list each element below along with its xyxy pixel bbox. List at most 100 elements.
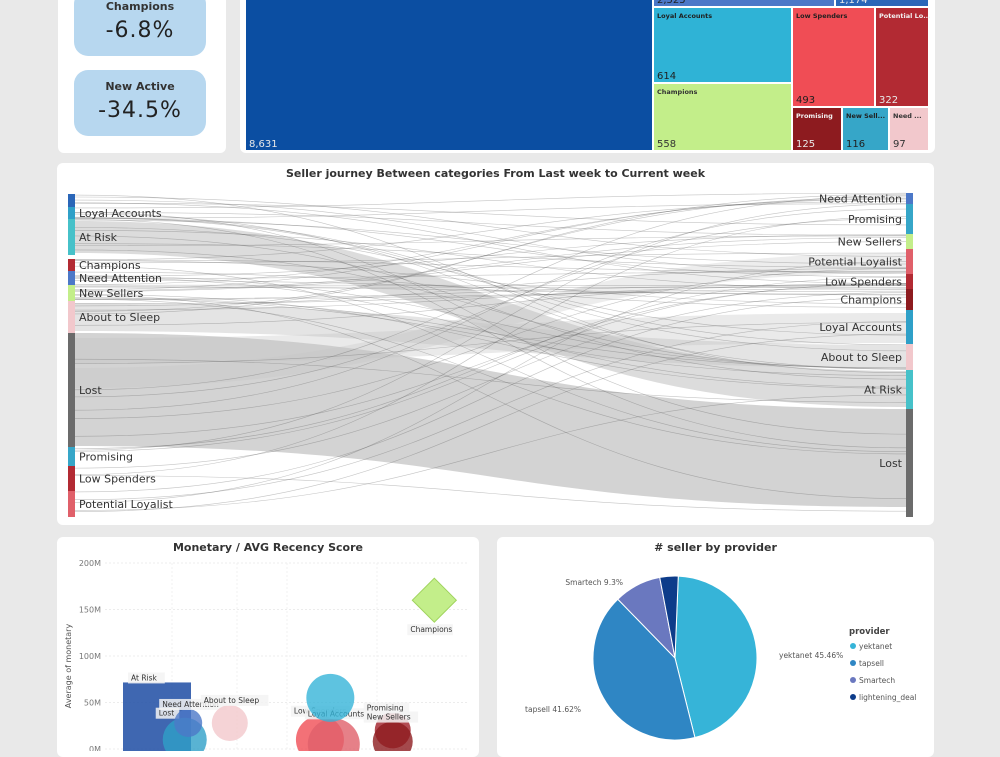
sankey-target-node[interactable]: [906, 193, 913, 204]
treemap-tile-value: 1,174: [839, 0, 868, 6]
sankey-source-node[interactable]: [68, 194, 75, 207]
legend-swatch: [850, 660, 856, 666]
sankey-target-node[interactable]: [906, 274, 913, 289]
treemap-tile-label: New Sell...: [846, 112, 885, 120]
scatter-point-label: Champions: [410, 625, 452, 634]
treemap-tile-value: 614: [657, 71, 676, 82]
sankey-source-node[interactable]: [68, 491, 75, 517]
sankey-target-label: Champions: [840, 294, 902, 307]
sankey-source-node[interactable]: [68, 259, 75, 271]
treemap-tile-value: 125: [796, 139, 815, 150]
treemap-tile-value: 322: [879, 95, 898, 106]
treemap-tile-value: 8,631: [249, 139, 278, 150]
sankey-source-label: Need Attention: [79, 272, 162, 285]
legend-item: lightening_deal: [859, 693, 916, 702]
treemap-tile-label: Loyal Accounts: [657, 12, 712, 20]
treemap-tile[interactable]: 8,631: [246, 0, 652, 150]
treemap-tile[interactable]: 1,174: [836, 0, 928, 6]
treemap-tile-label: Champions: [657, 88, 698, 96]
sankey-source-node[interactable]: [68, 271, 75, 285]
scatter-point[interactable]: [412, 578, 456, 622]
treemap-tile[interactable]: 2,525: [654, 0, 834, 6]
sankey-target-node[interactable]: [906, 370, 913, 409]
sankey-source-node[interactable]: [68, 466, 75, 491]
kpi-card-champions[interactable]: Champions -6.8%: [74, 0, 206, 56]
treemap-tile[interactable]: Champions 558: [654, 84, 791, 150]
treemap-panel: 8,631 2,525 1,174 Loyal Accounts 614 Low Spen…: [240, 0, 935, 153]
y-tick-label: 100M: [79, 652, 101, 661]
sankey-target-node[interactable]: [906, 310, 913, 344]
scatter-point[interactable]: [212, 705, 248, 741]
treemap-tile-value: 116: [846, 139, 865, 150]
sankey-target-node[interactable]: [906, 204, 913, 234]
kpi-value: -34.5%: [74, 98, 206, 123]
treemap-tile-label: Potential Lo...: [879, 12, 931, 20]
scatter-point-label: New Sellers: [367, 713, 411, 722]
treemap-tile-label: Need ...: [893, 112, 922, 120]
sankey-source-label: At Risk: [79, 231, 118, 244]
sankey-target-node[interactable]: [906, 409, 913, 517]
pie-slice-label: yektanet 45.46%: [779, 651, 843, 660]
sankey-source-node[interactable]: [68, 285, 75, 301]
scatter-point-label: At Risk: [131, 673, 158, 682]
legend-item: yektanet: [859, 642, 892, 651]
legend-title: provider: [849, 627, 890, 637]
sankey-source-label: Lost: [79, 384, 102, 397]
treemap-tile[interactable]: Promising 125: [793, 108, 841, 150]
sankey-source-label: New Sellers: [79, 287, 144, 300]
sankey-target-label: Loyal Accounts: [819, 321, 902, 334]
treemap-tile[interactable]: Low Spenders 493: [793, 8, 874, 106]
treemap-tile-value: 558: [657, 139, 676, 150]
scatter-point[interactable]: [306, 674, 354, 722]
treemap-tile-value: 493: [796, 95, 815, 106]
sankey-source-label: Champions: [79, 259, 141, 272]
sankey-source-label: Potential Loyalist: [79, 498, 173, 511]
treemap-tile[interactable]: Loyal Accounts 614: [654, 8, 791, 82]
sankey-source-node[interactable]: [68, 219, 75, 255]
sankey-panel: Seller journey Between categories From L…: [57, 163, 934, 525]
pie-chart[interactable]: yektanet 45.46% tapsell 41.62% Smartech 9.…: [497, 537, 934, 751]
legend-swatch: [850, 694, 856, 700]
y-tick-label: 50M: [84, 699, 101, 708]
sankey-source-label: Promising: [79, 451, 133, 464]
legend-swatch: [850, 677, 856, 683]
y-tick-label: 150M: [79, 606, 101, 615]
sankey-source-node[interactable]: [68, 333, 75, 447]
sankey-target-label: Low Spenders: [825, 276, 902, 289]
treemap-tile[interactable]: Need ...97: [890, 108, 928, 150]
sankey-target-label: Lost: [879, 457, 902, 470]
sankey-source-node[interactable]: [68, 301, 75, 333]
scatter-point[interactable]: [174, 709, 202, 737]
sankey-source-node[interactable]: [68, 207, 75, 219]
sankey-source-label: Loyal Accounts: [79, 207, 162, 220]
sankey-target-node[interactable]: [906, 344, 913, 370]
treemap-tile-label: Low Spenders: [796, 12, 848, 20]
sankey-target-label: New Sellers: [838, 236, 903, 249]
sankey-target-node[interactable]: [906, 234, 913, 249]
treemap-chart[interactable]: 8,631 2,525 1,174 Loyal Accounts 614 Low Spen…: [240, 0, 935, 153]
sankey-target-label: About to Sleep: [821, 351, 902, 364]
scatter-point-label: Promising: [367, 703, 404, 712]
scatter-point-label: Lost: [159, 709, 175, 718]
y-tick-label: 0M: [89, 745, 101, 751]
sankey-source-label: Low Spenders: [79, 473, 156, 486]
treemap-tile[interactable]: New Sell... 116: [843, 108, 888, 150]
treemap-tile[interactable]: Potential Lo... 322: [876, 8, 931, 106]
treemap-tile-value: 2,525: [657, 0, 686, 6]
sankey-target-node[interactable]: [906, 289, 913, 310]
sankey-source-node[interactable]: [68, 447, 75, 466]
treemap-tile-label: Promising: [796, 112, 833, 120]
legend-item: tapsell: [859, 659, 884, 668]
y-axis-label: Average of monetary: [64, 624, 73, 709]
legend-swatch: [850, 643, 856, 649]
kpi-panel: Champions -6.8% New Active -34.5%: [58, 0, 226, 153]
sankey-target-node[interactable]: [906, 249, 913, 274]
pie-slice-label: tapsell 41.62%: [525, 705, 581, 714]
kpi-card-new-active[interactable]: New Active -34.5%: [74, 70, 206, 136]
sankey-target-label: Potential Loyalist: [808, 256, 902, 269]
pie-slice-label: Smartech 9.3%: [565, 578, 623, 587]
kpi-value: -6.8%: [74, 18, 206, 43]
